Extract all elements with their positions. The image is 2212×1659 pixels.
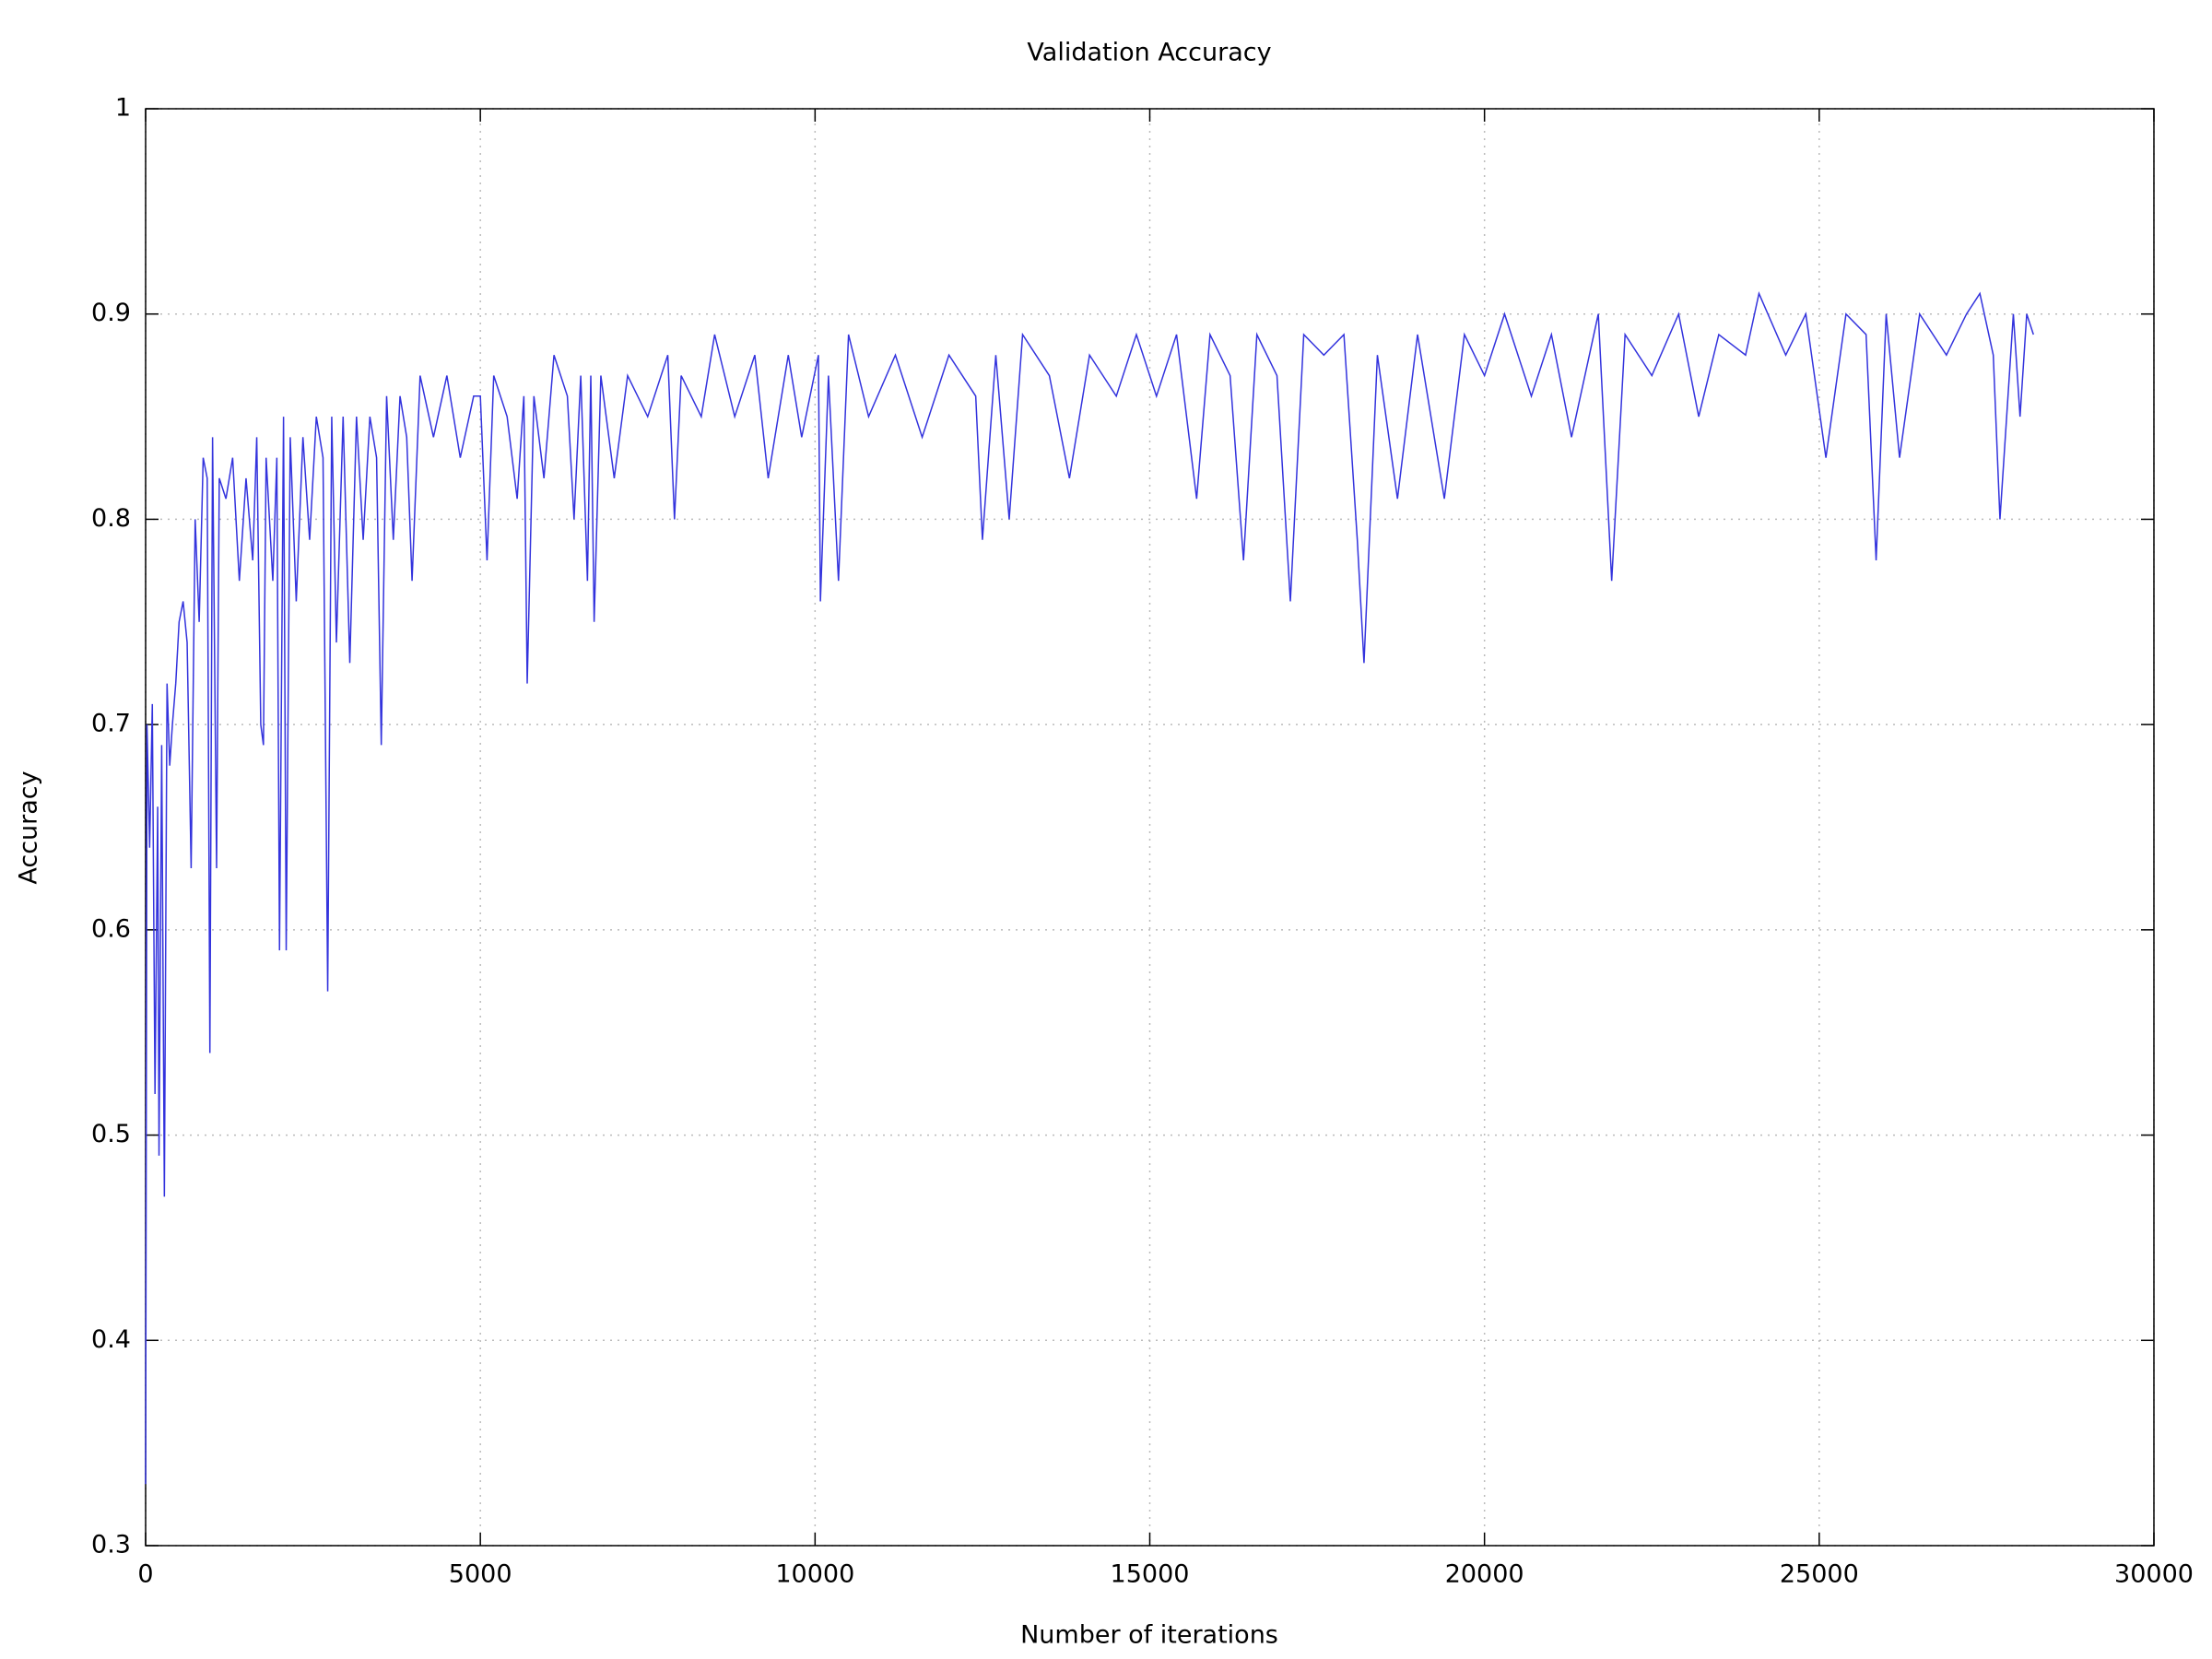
y-tick-label: 0.8 xyxy=(91,504,131,533)
chart-title: Validation Accuracy xyxy=(1027,39,1271,67)
y-axis-label: Accuracy xyxy=(15,771,43,884)
y-tick-label: 0.7 xyxy=(91,710,131,738)
x-tick-label: 20000 xyxy=(1445,1560,1524,1589)
y-tick-label: 0.9 xyxy=(91,299,131,327)
x-tick-label: 5000 xyxy=(449,1560,512,1589)
x-tick-label: 25000 xyxy=(1780,1560,1859,1589)
y-tick-label: 0.4 xyxy=(91,1325,131,1354)
y-tick-label: 0.5 xyxy=(91,1120,131,1148)
y-tick-label: 0.6 xyxy=(91,914,131,943)
y-tick-label: 1 xyxy=(115,94,131,123)
x-tick-label: 15000 xyxy=(1111,1560,1190,1589)
y-tick-label: 0.3 xyxy=(91,1531,131,1559)
x-tick-label: 0 xyxy=(137,1560,153,1589)
x-tick-label: 10000 xyxy=(775,1560,854,1589)
x-axis-label: Number of iterations xyxy=(1020,1621,1278,1650)
plot-frame xyxy=(145,108,2155,1547)
x-tick-label: 30000 xyxy=(2114,1560,2194,1589)
data-line xyxy=(145,291,2034,1485)
